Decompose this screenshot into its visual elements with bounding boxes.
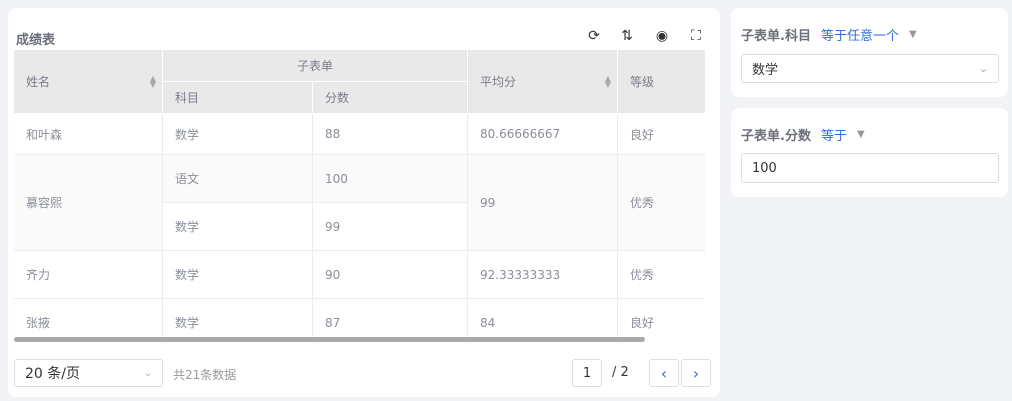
cell-avg: 80.66666667 <box>468 114 618 155</box>
cell-name: 和叶森 <box>14 114 163 155</box>
filter-operator[interactable]: 等于 <box>820 129 847 144</box>
data-table: 姓名 ▲ ▼ 子表单 科目 分数 平均分 ▲ ▼ 等级 和叶森 数学 88 80.666… <box>14 50 705 342</box>
next-page-button[interactable]: › <box>681 359 711 387</box>
cell-subject: 数学 <box>163 299 313 342</box>
cell-score: 87 <box>313 299 468 342</box>
refresh-icon[interactable]: ⟳ <box>588 28 600 44</box>
cell-name: 慕容熙 <box>14 155 163 251</box>
filter-card-score: 子表单.分数 等于 ▼ 100 <box>731 108 1008 197</box>
cell-avg: 99 <box>468 155 618 251</box>
cell-score: 90 <box>313 251 468 299</box>
page-input[interactable]: 1 <box>572 359 602 387</box>
filter-label: 子表单.分数 <box>741 129 811 144</box>
filter-operator[interactable]: 等于任意一个 <box>820 29 899 44</box>
filter-card-subject: 子表单.科目 等于任意一个 ▼ 数学 ⌄ <box>731 8 1008 97</box>
cell-grade: 良好 <box>618 114 705 155</box>
chevron-down-icon: ⌄ <box>978 62 988 75</box>
header-subject: 科目 <box>163 82 313 114</box>
cell-subject: 数学 <box>163 251 313 299</box>
sort-icon[interactable]: ⇅ <box>621 28 633 44</box>
page-current: 1 <box>582 365 592 381</box>
caret-down-icon[interactable]: ▼ <box>908 29 917 40</box>
filter-header: 子表单.科目 等于任意一个 ▼ <box>741 25 917 44</box>
cell-avg: 84 <box>468 299 618 342</box>
fullscreen-icon[interactable]: ⛶ <box>691 28 701 44</box>
filter-header: 子表单.分数 等于 ▼ <box>741 125 865 144</box>
horizontal-scrollbar[interactable] <box>14 337 645 342</box>
cell-avg: 92.33333333 <box>468 251 618 299</box>
subject-select[interactable]: 数学 ⌄ <box>741 54 999 83</box>
prev-page-button[interactable]: ‹ <box>649 359 679 387</box>
page-size-select[interactable]: 20 条/页 ⌄ <box>14 359 163 387</box>
cell-grade: 优秀 <box>618 251 705 299</box>
header-name[interactable]: 姓名 ▲ ▼ <box>14 50 163 114</box>
cell-subject: 语文 <box>163 155 313 203</box>
header-score: 分数 <box>313 82 468 114</box>
sort-icon[interactable]: ▲ ▼ <box>604 73 611 89</box>
page-size-value: 20 条/页 <box>25 366 80 382</box>
cell-score: 99 <box>313 203 468 251</box>
cell-score: 88 <box>313 114 468 155</box>
header-label: 平均分 <box>480 75 517 89</box>
sort-icon[interactable]: ▲ ▼ <box>149 73 156 89</box>
cell-name: 齐力 <box>14 251 163 299</box>
header-grade: 等级 <box>618 50 705 114</box>
table-card: 成绩表 ⟳ ⇅ ◉ ⛶ 姓名 ▲ ▼ 子表单 科目 分数 平均分 ▲ ▼ 等级 和叶森 … <box>8 8 720 397</box>
header-group: 子表单 <box>163 50 468 82</box>
eye-icon[interactable]: ◉ <box>655 28 669 44</box>
total-pages: / 2 <box>612 365 629 380</box>
header-avg[interactable]: 平均分 ▲ ▼ <box>468 50 618 114</box>
score-input[interactable]: 100 <box>741 153 999 183</box>
cell-grade: 良好 <box>618 299 705 342</box>
header-label: 子表单 <box>296 59 333 73</box>
cell-name: 张掖 <box>14 299 163 342</box>
table-title: 成绩表 <box>16 33 56 48</box>
header-label: 等级 <box>630 75 655 89</box>
header-label: 科目 <box>175 91 200 105</box>
header-label: 分数 <box>325 91 350 105</box>
header-label: 姓名 <box>26 75 51 89</box>
cell-subject: 数学 <box>163 203 313 251</box>
filter-label: 子表单.科目 <box>741 29 811 44</box>
cell-grade: 优秀 <box>618 155 705 251</box>
input-value: 100 <box>752 160 777 176</box>
select-value: 数学 <box>752 63 779 78</box>
chevron-down-icon: ⌄ <box>143 367 152 379</box>
total-count: 共21条数据 <box>173 368 237 382</box>
cell-score: 100 <box>313 155 468 203</box>
caret-down-icon[interactable]: ▼ <box>856 129 865 140</box>
cell-subject: 数学 <box>163 114 313 155</box>
